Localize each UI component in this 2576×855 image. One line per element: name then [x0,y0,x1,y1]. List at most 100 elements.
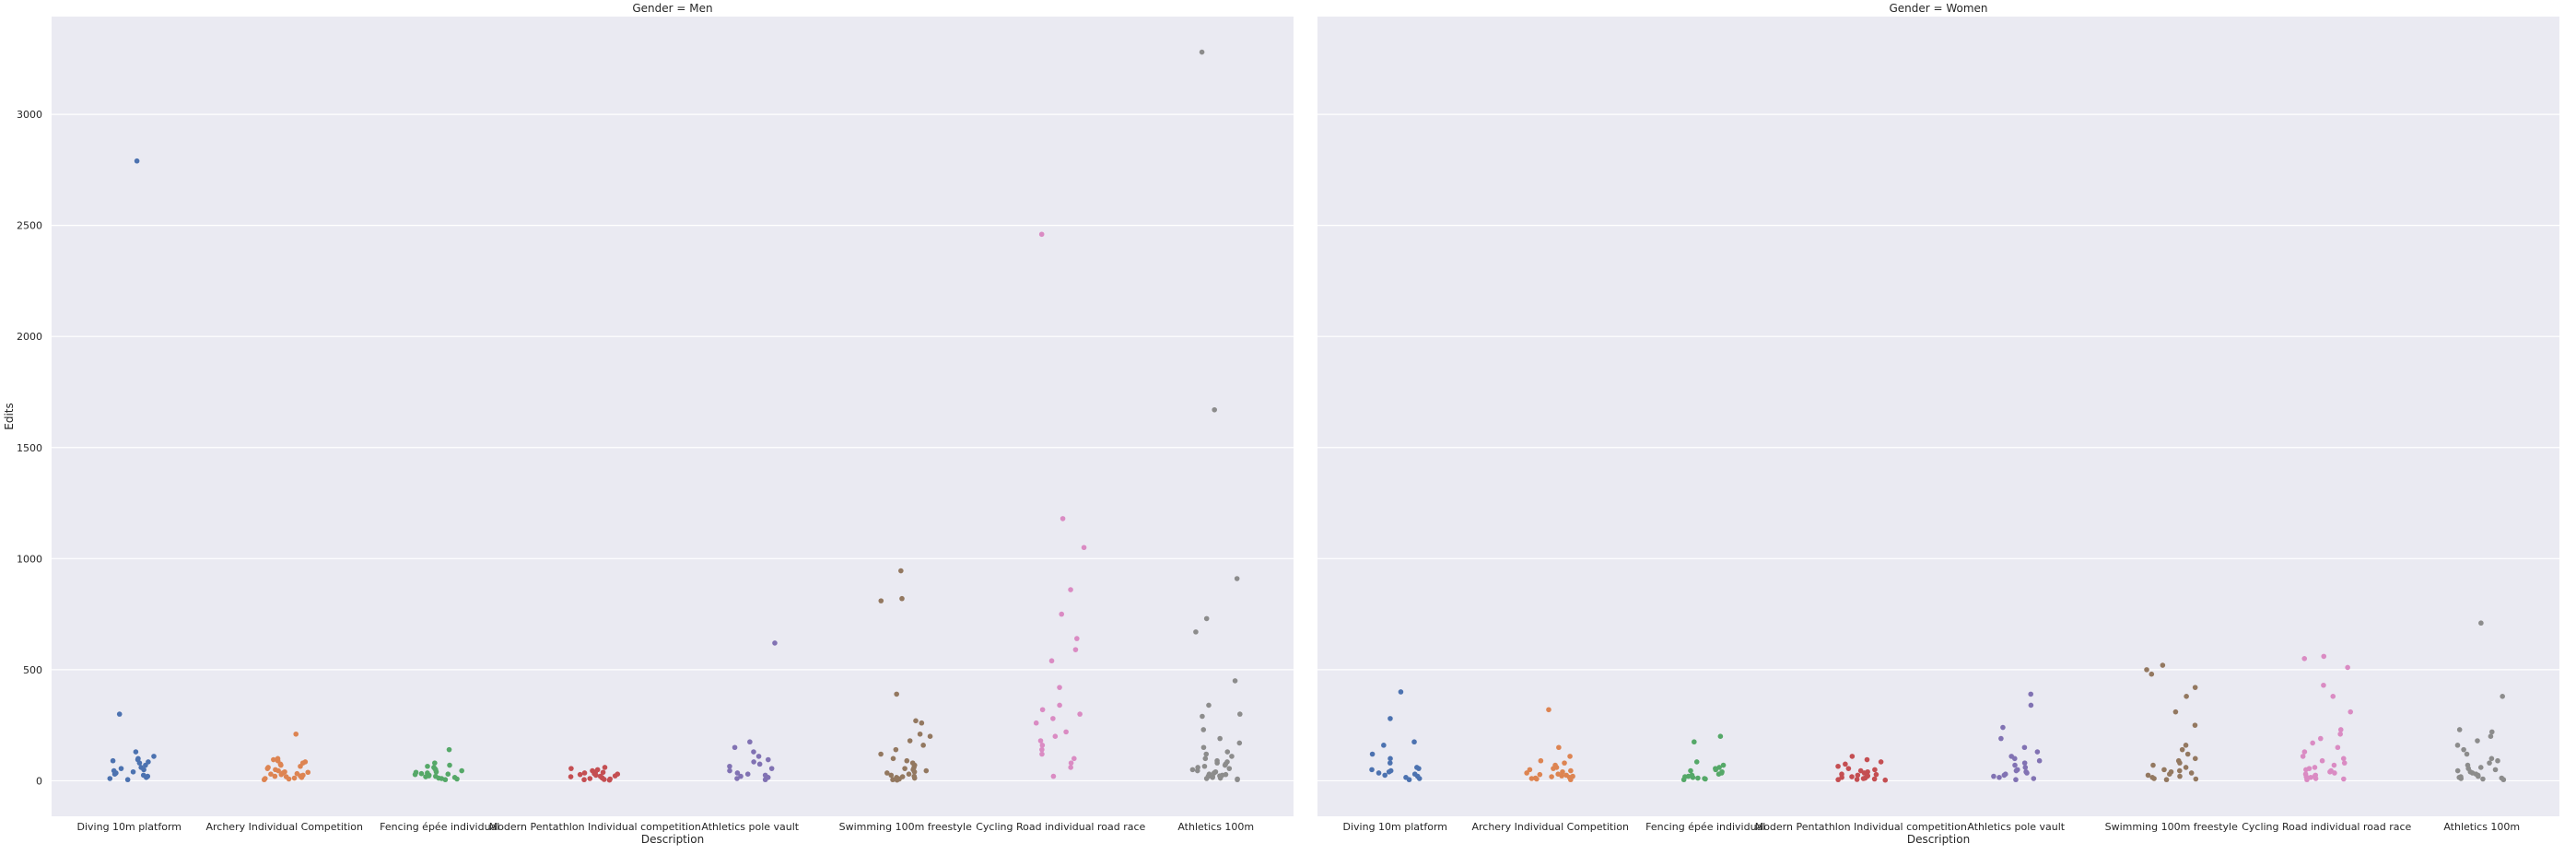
data-point [446,746,452,753]
facet-men-points [107,49,1243,783]
data-point [1388,760,1393,766]
data-point [432,760,438,766]
data-point [2177,773,2183,779]
facet-women-background [1317,17,2559,816]
data-point [2034,749,2041,755]
data-point [772,640,778,646]
data-point [1068,765,1073,770]
data-point [271,756,276,763]
data-point [2303,767,2309,773]
data-point [1071,755,1077,762]
data-point [911,775,918,781]
data-point [1194,767,1200,774]
data-point [2335,744,2341,751]
data-point [1206,702,1212,709]
data-point [1063,729,1069,735]
data-point [1059,611,1065,617]
data-point [2150,762,2156,768]
data-point [1872,767,1878,773]
data-point [445,771,451,777]
data-point [1200,744,1207,751]
data-point [2144,667,2149,673]
data-point [893,746,899,753]
data-point [1551,766,1556,771]
data-point [734,770,741,776]
data-point [2011,755,2018,762]
data-point [1057,702,1062,709]
facet-women-title: Gender = Women [1889,2,1987,15]
x-tick-label: Cycling Road individual road race [2242,821,2411,833]
data-point [1376,770,1382,776]
data-point [612,773,618,779]
data-point [291,775,298,781]
data-point [888,772,895,779]
x-tick-label: Diving 10m platform [1343,821,1448,833]
data-point [898,568,904,574]
data-point [920,743,926,748]
data-point [1527,767,1533,773]
data-point [734,776,740,781]
data-point [1382,772,1388,779]
data-point [1695,775,1701,781]
data-point [1388,755,1393,762]
data-point [1068,760,1074,766]
data-point [2500,777,2507,783]
facet-women: Diving 10m platform Archery Individual Co… [1317,2,2559,846]
data-point [1843,761,1848,767]
y-tick-label: 1500 [17,442,42,454]
data-point [1717,733,1724,739]
data-point [1537,771,1543,778]
data-point [1039,746,1045,753]
data-point [1057,685,1062,690]
data-point [923,767,930,774]
data-point [2179,746,2185,753]
x-tick-label: Cycling Road individual road race [976,821,1145,833]
data-point [278,762,284,768]
data-point [1549,774,1554,779]
data-point [765,756,771,763]
data-point [1998,735,2004,742]
data-point [1878,759,1884,765]
data-point [2487,760,2492,766]
data-point [2184,694,2189,699]
data-point [2495,757,2500,764]
data-point [1200,727,1207,732]
x-tick-label: Modern Pentathlon Individual competition [1755,821,1967,833]
data-point [1386,768,1392,775]
data-point [2192,722,2198,728]
data-point [1690,775,1696,780]
x-tick-label: Athletics 100m [2443,821,2520,833]
data-point [890,777,896,783]
data-point [587,776,593,781]
data-point [1693,759,1700,765]
data-point [1068,587,1073,592]
data-point [1224,749,1231,755]
data-point [1050,773,1057,779]
data-point [568,774,574,779]
data-point [1996,775,2002,780]
data-point [2319,757,2325,764]
data-point [447,762,452,768]
data-point [1369,751,1376,757]
data-point [2013,777,2019,783]
data-point [878,598,884,603]
data-point [130,768,136,775]
data-point [568,766,574,771]
data-point [1534,776,1540,782]
data-point [1203,776,1210,781]
data-point [1871,776,1878,782]
facet-men-gridlines [52,113,1294,782]
data-point [744,771,751,777]
data-point [1849,774,1855,779]
data-point [601,777,607,782]
data-point [1688,767,1693,774]
data-point [2024,770,2030,776]
data-point [1991,773,1996,779]
data-point [2192,755,2198,762]
data-point [1039,743,1046,748]
data-point [2031,776,2037,781]
x-tick-label: Archery Individual Competition [1471,821,1629,833]
data-point [261,777,267,783]
data-point [1226,766,1233,771]
data-point [1703,776,1708,782]
